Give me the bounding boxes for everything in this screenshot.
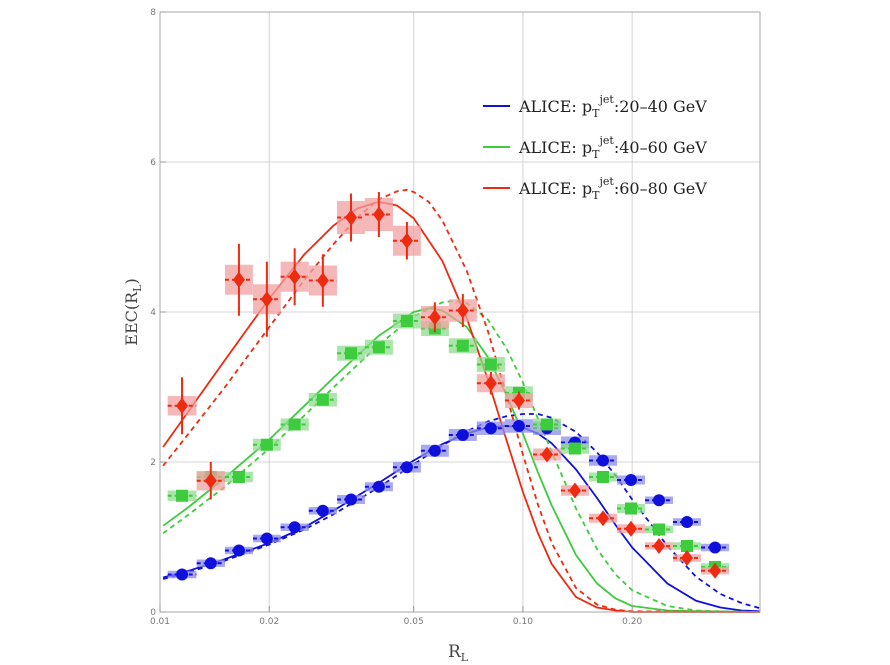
data-point-circle-0 [681,516,694,528]
y-tick-label: 6 [150,158,156,168]
data-point-circle-0 [288,521,301,534]
data-point-diamond-2 [456,302,469,319]
data-point-circle-0 [512,420,525,432]
data-point-diamond-2 [653,538,666,554]
y-tick-label: 2 [150,458,156,468]
data-point-diamond-2 [709,562,722,579]
theory-curve-dashed-0 [162,413,761,610]
data-point-circle-0 [232,544,245,557]
data-point-diamond-2 [260,291,273,308]
data-point-diamond-2 [624,520,637,537]
y-tick-label: 4 [150,308,156,318]
data-point-circle-0 [204,557,217,570]
data-point-square-1 [456,339,469,352]
data-point-circle-0 [428,444,441,457]
data-point-circle-0 [484,422,497,435]
data-point-square-1 [681,540,694,552]
x-tick-label: 0.10 [513,617,533,627]
legend: ALICE: pTjet:20–40 GeV ALICE: pTjet:40–60… [483,93,707,202]
legend-label-2: ALICE: pTjet:60–80 GeV [518,175,707,202]
data-point-diamond-2 [541,446,554,463]
data-point-circle-0 [709,541,722,554]
legend-label-0: ALICE: pTjet:20–40 GeV [518,93,707,120]
data-point-diamond-2 [372,206,385,223]
data-point-circle-0 [624,474,637,486]
data-point-square-1 [484,358,497,371]
data-point-diamond-2 [232,271,245,288]
data-point-square-1 [597,471,610,483]
data-point-circle-0 [345,493,358,506]
data-point-diamond-2 [345,209,358,226]
data-point-square-1 [624,502,637,515]
data-point-circle-0 [597,454,610,467]
data-point-square-1 [541,418,554,431]
data-point-diamond-2 [512,392,525,409]
data-point-circle-0 [316,504,329,517]
data-point-square-1 [316,393,329,406]
y-tick-label: 0 [150,608,156,618]
axis-ticks: 0.01 0.02 0.05 0.10 0.20 0 2 4 6 8 [150,8,642,627]
data-point-diamond-2 [176,397,189,414]
theory-curve-solid-1 [162,307,761,613]
data-point-circle-0 [372,480,385,493]
data-point-square-1 [345,347,358,360]
x-tick-label: 0.01 [150,617,170,627]
data-point-diamond-2 [428,309,441,326]
data-point-diamond-2 [204,472,217,489]
data-point-circle-0 [653,494,666,507]
y-tick-label: 8 [150,8,156,18]
x-tick-label: 0.20 [622,617,642,627]
data-point-square-1 [372,341,385,354]
data-point-diamond-2 [484,375,497,392]
data-points [167,192,730,581]
data-point-diamond-2 [400,232,413,249]
data-point-diamond-2 [316,272,329,289]
data-point-square-1 [653,523,666,536]
x-tick-label: 0.02 [259,617,279,627]
data-point-square-1 [232,471,245,483]
data-point-square-1 [288,418,301,431]
data-point-circle-0 [456,429,469,441]
x-tick-label: 0.05 [404,617,424,627]
x-axis-label: RL [448,642,469,664]
data-point-circle-0 [400,461,413,474]
data-point-diamond-2 [597,510,610,527]
data-point-square-1 [400,315,413,327]
data-point-diamond-2 [568,482,581,499]
theory-curve-dashed-1 [162,299,761,613]
data-point-diamond-2 [681,550,694,566]
y-axis-label: EEC(RL) [122,278,144,345]
data-point-square-1 [176,489,189,502]
data-point-square-1 [568,442,581,455]
data-point-circle-0 [260,532,273,545]
data-point-square-1 [260,438,273,451]
data-point-diamond-2 [288,268,301,285]
data-point-circle-0 [176,568,189,581]
legend-label-1: ALICE: pTjet:40–60 GeV [518,134,707,161]
